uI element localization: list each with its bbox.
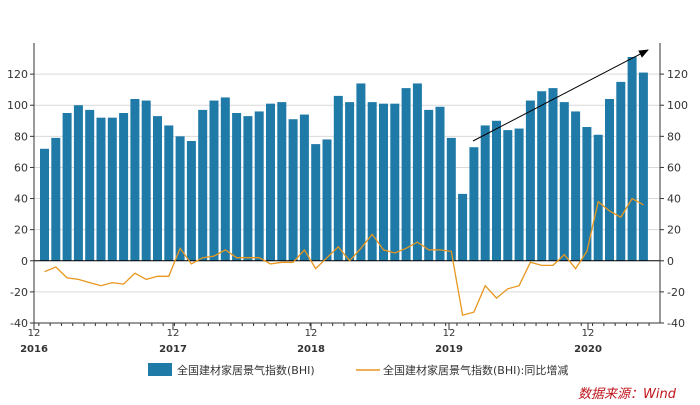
bar bbox=[277, 102, 287, 261]
bar bbox=[299, 114, 309, 261]
bar bbox=[232, 113, 242, 261]
bar bbox=[446, 137, 456, 261]
bar bbox=[288, 119, 298, 261]
bar bbox=[40, 148, 49, 261]
bar bbox=[458, 193, 468, 261]
x-tick-year: 2019 bbox=[435, 344, 463, 355]
bar bbox=[367, 102, 377, 261]
bar bbox=[525, 100, 535, 261]
bar bbox=[469, 147, 479, 261]
line-series bbox=[44, 197, 644, 317]
trend-arrow bbox=[472, 49, 649, 142]
right-tick-label: 80 bbox=[667, 130, 681, 143]
legend-bar-swatch bbox=[148, 363, 172, 376]
left-tick-label: 100 bbox=[7, 99, 28, 112]
bar bbox=[107, 117, 117, 261]
right-tick-label: 40 bbox=[667, 193, 681, 206]
bar bbox=[503, 130, 513, 261]
bar bbox=[492, 120, 501, 261]
left-tick-label: 80 bbox=[14, 130, 28, 143]
left-tick-label: 20 bbox=[14, 224, 28, 237]
bar bbox=[537, 91, 547, 261]
bar bbox=[638, 72, 648, 261]
bar bbox=[356, 83, 366, 261]
bar bbox=[379, 103, 388, 261]
legend-bar-label: 全国建材家居景气指数(BHI) bbox=[177, 363, 315, 377]
bar bbox=[85, 109, 95, 261]
left-tick-label: 0 bbox=[21, 255, 28, 268]
bar bbox=[62, 113, 72, 261]
bar bbox=[96, 117, 106, 261]
bar bbox=[266, 103, 275, 261]
x-tick-year: 2020 bbox=[574, 344, 602, 355]
bar bbox=[582, 127, 592, 261]
bar bbox=[514, 128, 524, 261]
right-tick-label: -40 bbox=[667, 317, 685, 330]
right-tick-label: 0 bbox=[667, 255, 674, 268]
bar bbox=[480, 125, 490, 261]
bar bbox=[401, 88, 411, 261]
bar bbox=[605, 99, 614, 261]
bar bbox=[424, 109, 434, 261]
left-tick-label: -40 bbox=[10, 317, 28, 330]
source-note: 数据来源：Wind bbox=[578, 387, 677, 402]
bar bbox=[616, 81, 626, 261]
bar bbox=[627, 57, 637, 261]
bar bbox=[51, 137, 61, 261]
yoy-line bbox=[44, 197, 644, 317]
bar bbox=[243, 116, 253, 261]
x-tick-year: 2018 bbox=[297, 344, 325, 355]
bar-series bbox=[40, 57, 648, 261]
bar bbox=[435, 106, 445, 261]
bar bbox=[311, 144, 321, 261]
x-tick-month: 12 bbox=[582, 328, 595, 339]
bar bbox=[254, 111, 264, 261]
left-tick-label: 60 bbox=[14, 161, 28, 174]
bar bbox=[333, 95, 343, 261]
bar bbox=[186, 141, 196, 261]
bar bbox=[220, 97, 230, 261]
bar bbox=[175, 136, 185, 261]
left-tick-label: 40 bbox=[14, 193, 28, 206]
bar bbox=[548, 88, 558, 261]
legend-line-label: 全国建材家居景气指数(BHI):同比增减 bbox=[383, 363, 568, 377]
bar bbox=[559, 102, 569, 261]
bar bbox=[209, 100, 219, 261]
x-tick-year: 2016 bbox=[20, 344, 48, 355]
x-tick-month: 12 bbox=[305, 328, 318, 339]
bar bbox=[322, 139, 332, 261]
bar bbox=[164, 125, 174, 261]
bar bbox=[141, 100, 151, 261]
bar bbox=[571, 111, 581, 261]
bar bbox=[153, 116, 162, 261]
legend: 全国建材家居景气指数(BHI) 全国建材家居景气指数(BHI):同比增减 bbox=[148, 363, 568, 377]
bar bbox=[412, 83, 422, 261]
bar bbox=[390, 103, 400, 261]
right-tick-label: 100 bbox=[667, 99, 688, 112]
x-tick-year: 2017 bbox=[159, 344, 187, 355]
x-tick-month: 12 bbox=[28, 328, 41, 339]
right-tick-label: 20 bbox=[667, 224, 681, 237]
right-tick-label: 60 bbox=[667, 161, 681, 174]
left-tick-label: -20 bbox=[10, 286, 28, 299]
bar bbox=[345, 102, 355, 261]
bar bbox=[593, 134, 603, 261]
bar bbox=[73, 105, 83, 261]
axes bbox=[30, 43, 664, 330]
bar bbox=[130, 99, 140, 261]
bar bbox=[198, 109, 208, 261]
x-tick-month: 12 bbox=[167, 328, 180, 339]
left-tick-label: 120 bbox=[7, 68, 28, 81]
right-tick-label: -20 bbox=[667, 286, 685, 299]
bar bbox=[119, 113, 129, 261]
x-tick-month: 12 bbox=[443, 328, 456, 339]
right-tick-label: 120 bbox=[667, 68, 688, 81]
